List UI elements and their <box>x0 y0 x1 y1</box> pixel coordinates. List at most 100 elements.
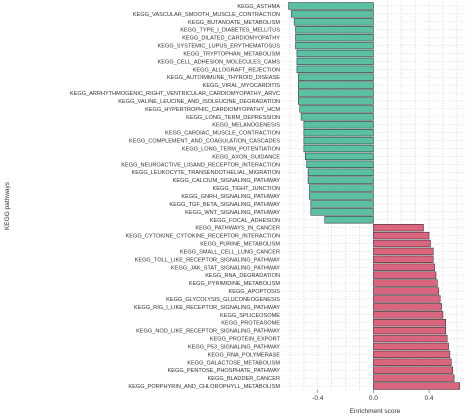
category-label: KEGG_PATHWAYS_IN_CANCER <box>195 226 280 232</box>
category-label: KEGG_VALINE_LEUCINE_AND_ISOLEUCINE_DEGRA… <box>118 99 280 105</box>
category-label: KEGG_TOLL_LIKE_RECEPTOR_SIGNALING_PATHWA… <box>135 257 281 263</box>
bar-kegg-type-i-diabetes-mellitus <box>295 26 374 34</box>
bar-kegg-valine-leucine-and-isoleucine-degradation <box>298 97 374 105</box>
bar-kegg-leukocyte-transendothelial-migration <box>307 168 374 176</box>
category-label: KEGG_RIG_I_LIKE_RECEPTOR_SIGNALING_PATHW… <box>134 305 280 311</box>
bar-kegg-dilated-cardiomyopathy <box>295 33 374 42</box>
category-label: KEGG_VIRAL_MYOCARDITIS <box>203 83 281 89</box>
x-axis-ticks: -0.4 0.0 0.4 <box>312 390 434 402</box>
bar-kegg-allograft-rejection <box>296 65 374 73</box>
bar-kegg-arrhythmogenic-right-ventricular-cardiomyopathy-arvc <box>298 89 374 97</box>
bar-kegg-cardiac-muscle-contraction <box>303 128 374 137</box>
bar-kegg-rna-polymerase <box>373 350 451 359</box>
category-label: KEGG_BLADDER_CANCER <box>208 376 280 382</box>
bar-kegg-glycolysis-gluconeogenesis <box>373 295 441 303</box>
bar-kegg-tight-junction <box>309 184 374 192</box>
category-label: KEGG_CALCIUM_SIGNALING_PATHWAY <box>173 178 281 184</box>
bar-kegg-melanogenesis <box>303 121 374 129</box>
bar-kegg-autoimmune-thyroid-disease <box>298 73 374 81</box>
category-label: KEGG_DILATED_CARDIOMYOPATHY <box>182 36 280 42</box>
category-label: KEGG_PENTOSE_PHOSPHATE_PATHWAY <box>168 368 281 374</box>
category-label: KEGG_NOD_LIKE_RECEPTOR_SIGNALING_PATHWAY <box>136 329 280 335</box>
bar-kegg-tgf-beta-signaling-pathway <box>310 200 374 208</box>
bar-kegg-porphyrin-and-chlorophyll-metabolism <box>373 382 460 390</box>
bar-kegg-vascular-smooth-muscle-contraction <box>291 10 374 18</box>
bar-kegg-long-term-potentiation <box>303 144 374 153</box>
category-label: KEGG_SMALL_CELL_LUNG_CANCER <box>180 249 280 255</box>
category-label: KEGG_TRYPTOPHAN_METABOLISM <box>183 51 280 57</box>
category-label: KEGG_SYSTEMIC_LUPUS_ERYTHEMATOSUS <box>158 44 281 50</box>
category-label: KEGG_MELANOGENESIS <box>212 123 280 129</box>
category-label: KEGG_CARDIAC_MUSCLE_CONTRACTION <box>165 131 280 137</box>
category-label: KEGG_LONG_TERM_POTENTIATION <box>182 146 280 152</box>
category-labels: KEGG_ASTHMA KEGG_VASCULAR_SMOOTH_MUSCLE_C… <box>70 4 281 390</box>
category-label: KEGG_TGF_BETA_SIGNALING_PATHWAY <box>169 202 280 208</box>
category-label: KEGG_CYTOKINE_CYTOKINE_RECEPTOR_INTERACT… <box>126 234 281 240</box>
bar-kegg-pentose-phosphate-pathway <box>373 366 453 374</box>
bar-kegg-bladder-cancer <box>373 374 455 382</box>
bars-layer <box>288 2 460 390</box>
x-tick-label: 0.4 <box>425 395 434 402</box>
bar-kegg-cytokine-cytokine-receptor-interaction <box>373 231 430 240</box>
category-label: KEGG_APOPTOSIS <box>228 289 280 295</box>
bar-kegg-small-cell-lung-cancer <box>373 247 434 256</box>
x-tick-label: 0.0 <box>369 395 378 402</box>
bar-kegg-axon-guidance <box>305 152 374 161</box>
bar-kegg-nod-like-receptor-signaling-pathway <box>373 326 446 335</box>
category-label: KEGG_PORPHYRIN_AND_CHLOROPHYLL_METABOLIS… <box>128 384 280 390</box>
bar-kegg-proteasome <box>373 319 446 327</box>
category-label: KEGG_PROTEASOME <box>221 321 280 327</box>
category-label: KEGG_SPLICEOSOME <box>220 313 280 319</box>
category-label: KEGG_GNRH_SIGNALING_PATHWAY <box>181 194 280 200</box>
bar-kegg-butanoate-metabolism <box>293 18 374 26</box>
bar-kegg-rna-degradation <box>373 271 437 279</box>
category-label: KEGG_LONG_TERM_DEPRESSION <box>186 115 280 121</box>
bar-kegg-gnrh-signaling-pathway <box>309 192 374 200</box>
bar-kegg-protein-export <box>373 334 448 343</box>
y-axis-label: KEGG pathways <box>4 181 11 230</box>
bar-kegg-purine-metabolism <box>373 239 431 248</box>
bar-kegg-asthma <box>288 2 374 10</box>
bar-kegg-rig-i-like-receptor-signaling-pathway <box>373 303 442 311</box>
category-label: KEGG_RNA_DEGRADATION <box>205 273 280 279</box>
category-label: KEGG_ASTHMA <box>237 4 280 10</box>
category-label: KEGG_CELL_ADHESION_MOLECULES_CAMS <box>158 59 281 65</box>
category-label: KEGG_HYPERTROPHIC_CARDIOMYOPATHY_HCM <box>145 107 280 113</box>
bar-kegg-long-term-depression <box>300 113 374 121</box>
category-label: KEGG_PYRIMIDINE_METABOLISM <box>189 281 281 287</box>
category-label: KEGG_ARRHYTHMOGENIC_RIGHT_VENTRICULAR_CA… <box>70 91 280 97</box>
category-label: KEGG_WNT_SIGNALING_PATHWAY <box>185 210 280 216</box>
bar-kegg-neuroactive-ligand-receptor-interaction <box>306 160 374 168</box>
bar-kegg-spliceosome <box>373 311 444 319</box>
bar-kegg-systemic-lupus-erythematosus <box>295 41 374 50</box>
category-label: KEGG_RNA_POLYMERASE <box>208 352 281 358</box>
x-axis-label: Enrichment score <box>350 408 401 415</box>
bar-kegg-tryptophan-metabolism <box>296 49 374 58</box>
category-label: KEGG_P53_SIGNALING_PATHWAY <box>188 344 280 350</box>
category-label: KEGG_JAK_STAT_SIGNALING_PATHWAY <box>171 265 280 271</box>
category-label: KEGG_LEUKOCYTE_TRANSENDOTHELIAL_MIGRATIO… <box>132 170 280 176</box>
bar-kegg-pyrimidine-metabolism <box>373 279 438 287</box>
bar-kegg-focal-adhesion <box>324 216 374 224</box>
category-label: KEGG_TYPE_I_DIABETES_MELLITUS <box>180 28 280 34</box>
category-label: KEGG_NEUROACTIVE_LIGAND_RECEPTOR_INTERAC… <box>121 162 280 168</box>
bar-kegg-viral-myocarditis <box>298 81 374 89</box>
bar-kegg-complement-and-coagulation-cascades <box>303 136 374 145</box>
category-label: KEGG_AXON_GUIDANCE <box>212 154 280 160</box>
category-label: KEGG_GALACTOSE_METABOLISM <box>187 360 280 366</box>
bar-kegg-calcium-signaling-pathway <box>307 176 374 184</box>
category-label: KEGG_BUTANOATE_METABOLISM <box>188 20 280 26</box>
bar-kegg-pathways-in-cancer <box>373 224 424 232</box>
x-tick-label: -0.4 <box>312 395 324 402</box>
bar-kegg-wnt-signaling-pathway <box>310 208 374 216</box>
category-label: KEGG_FOCAL_ADHESION <box>210 218 280 224</box>
bar-kegg-p53-signaling-pathway <box>373 342 449 351</box>
category-label: KEGG_PROTEIN_EXPORT <box>210 337 281 343</box>
bar-kegg-cell-adhesion-molecules-cams <box>296 57 374 66</box>
bar-kegg-hypertrophic-cardiomyopathy-hcm <box>299 105 374 113</box>
category-label: KEGG_ALLOGRAFT_REJECTION <box>193 67 280 73</box>
category-label: KEGG_GLYCOLYSIS_GLUCONEOGENESIS <box>166 297 280 303</box>
category-label: KEGG_PURINE_METABOLISM <box>200 242 280 248</box>
bar-kegg-apoptosis <box>373 287 440 295</box>
